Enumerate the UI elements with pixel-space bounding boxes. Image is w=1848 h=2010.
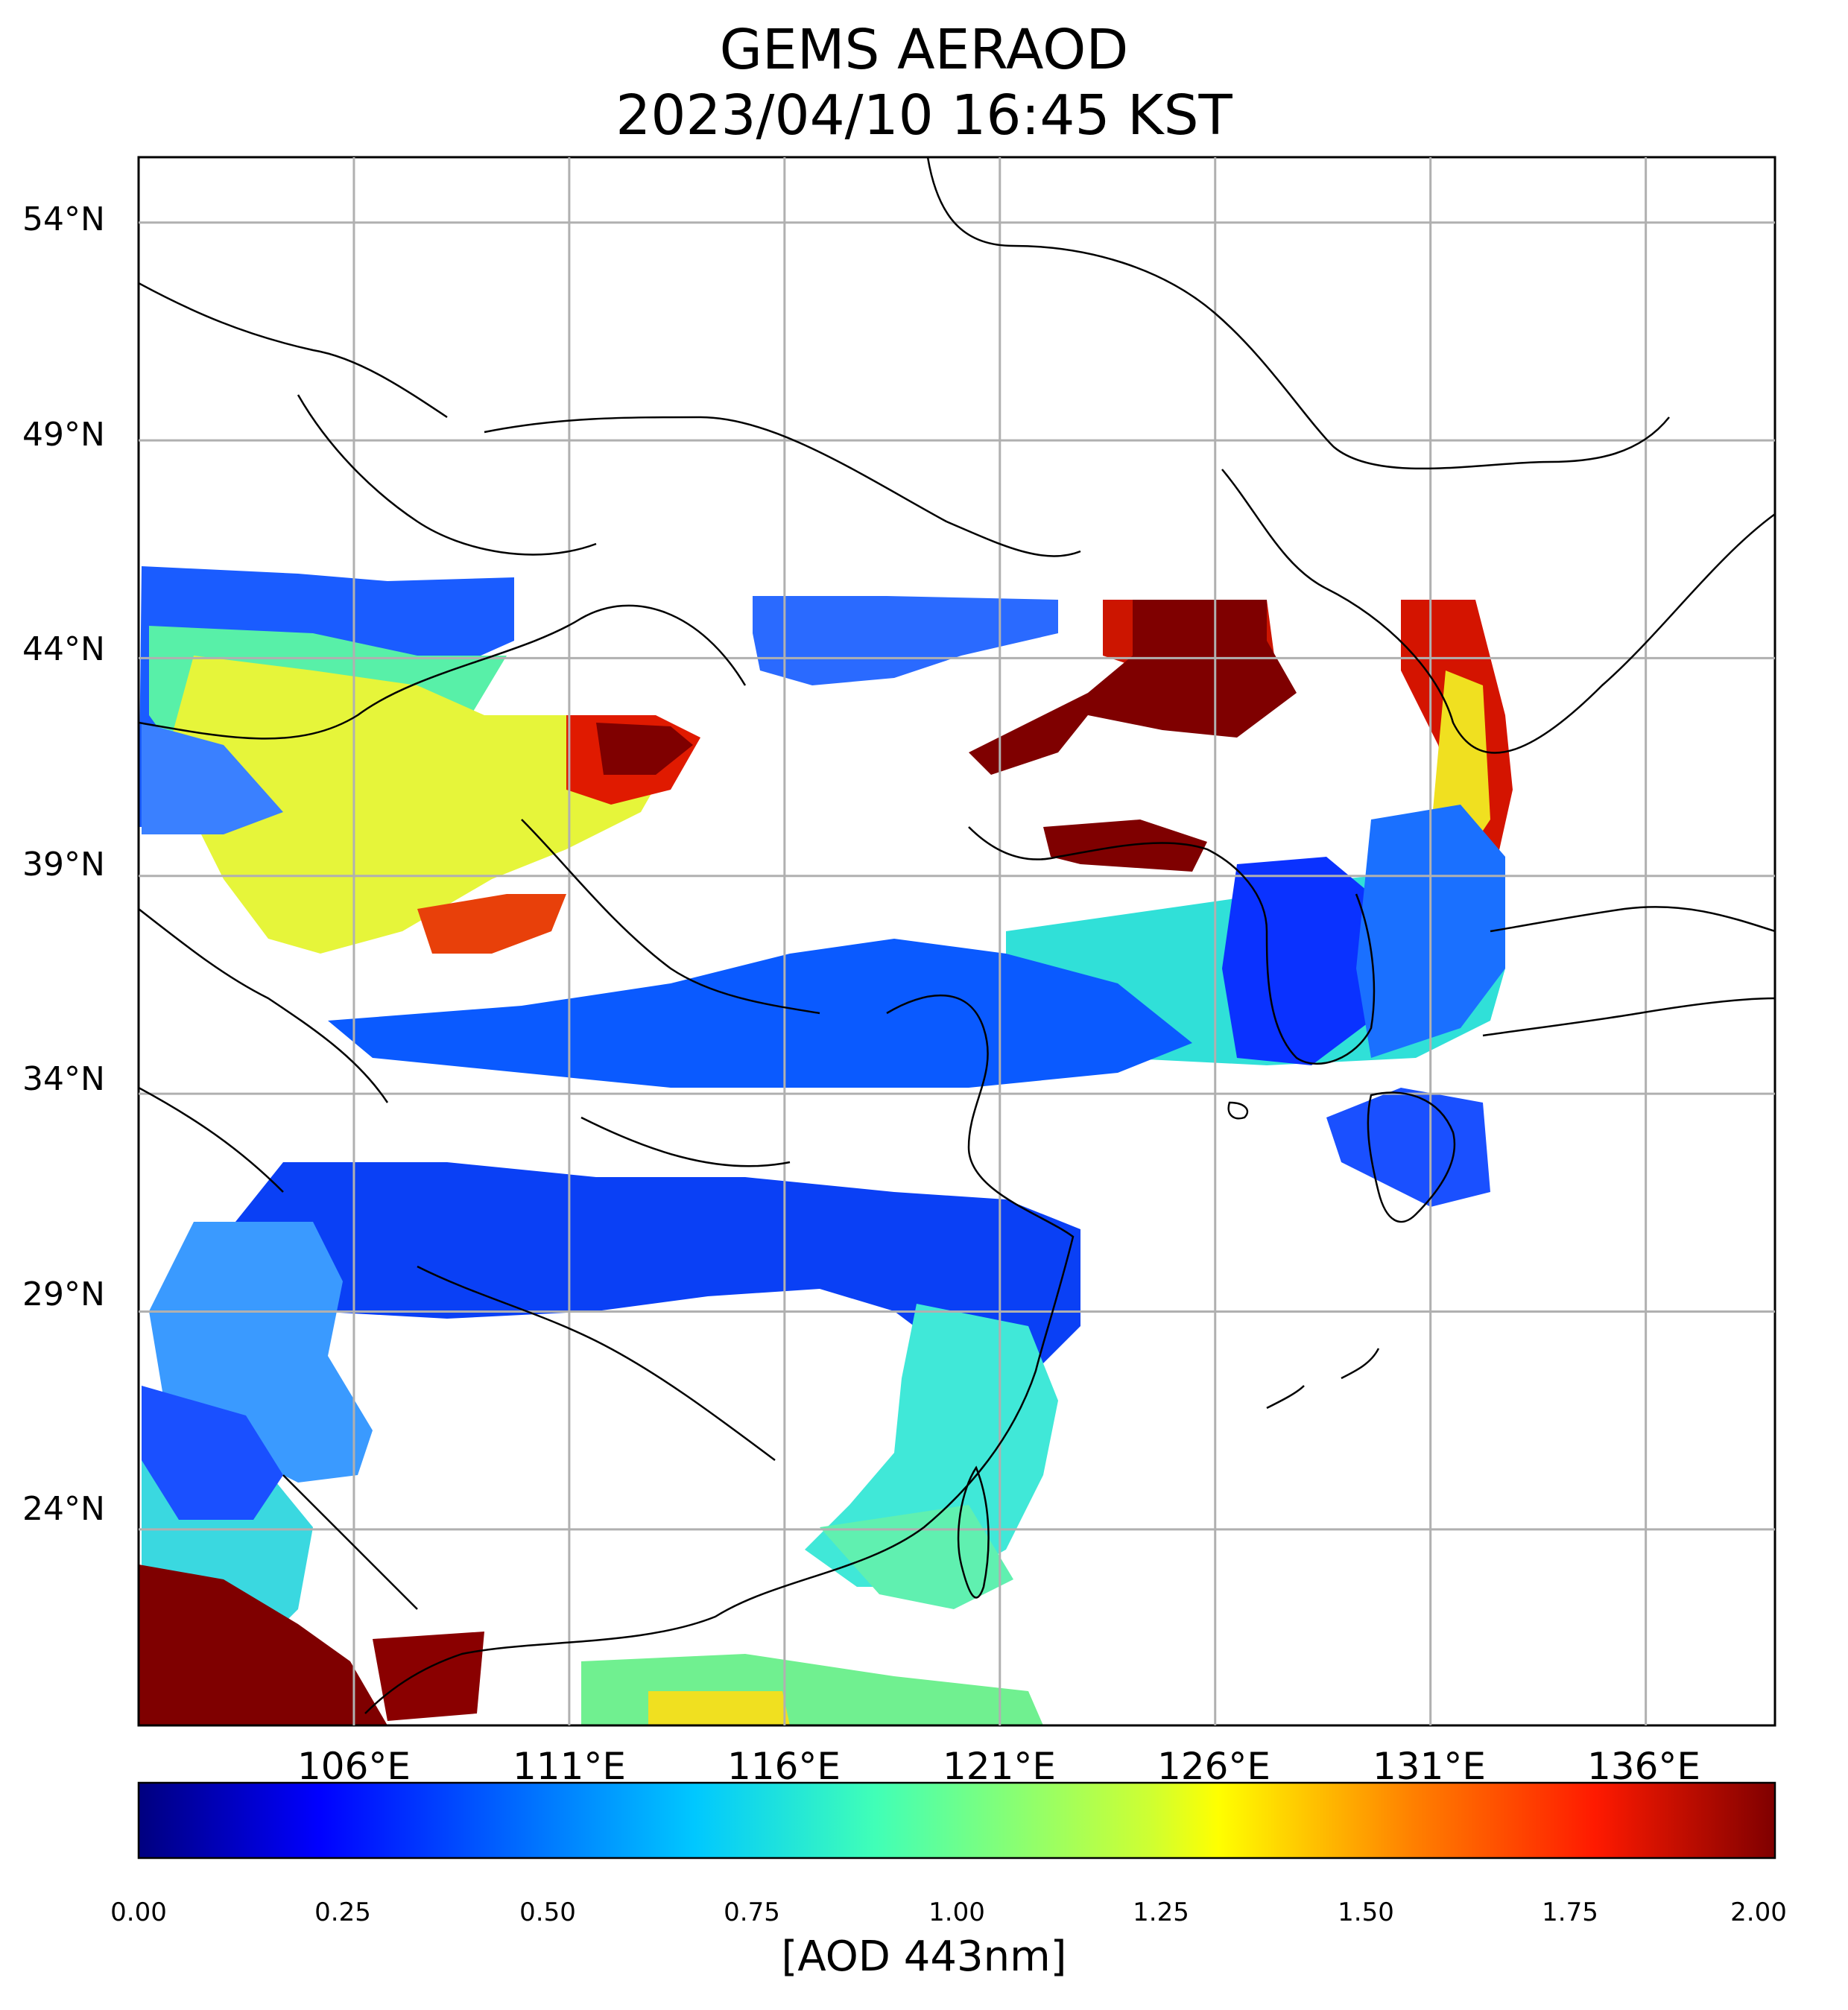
colorbar-tick-8: 2.00 — [1730, 1898, 1787, 1927]
colorbar-tick-3: 0.75 — [724, 1898, 780, 1927]
lat-label-29: 29°N — [22, 1275, 105, 1313]
title-datetime: 2023/04/10 16:45 KST — [616, 83, 1232, 148]
lon-label-106: 106°E — [297, 1745, 411, 1788]
aod-region-kyushu-blue — [1326, 1088, 1490, 1207]
lon-label-116: 116°E — [727, 1745, 841, 1788]
aod-region-yangtze-blue — [224, 1162, 1080, 1378]
aod-region-nw-yellow — [171, 656, 671, 954]
lat-label-44: 44°N — [22, 630, 105, 668]
aod-field — [139, 566, 1513, 1725]
aod-region-korea-blue — [1222, 857, 1371, 1065]
coastlines-borders — [139, 157, 1775, 1714]
aod-region-taiwanstrait-green — [820, 1505, 1013, 1609]
lat-label-54: 54°N — [22, 200, 105, 238]
colorbar-tick-0: 0.00 — [110, 1898, 167, 1927]
lat-label-49: 49°N — [22, 416, 105, 454]
lat-label-39: 39°N — [22, 846, 105, 884]
aod-region-inner-mongolia-blue — [753, 596, 1058, 685]
colorbar-tick-5: 1.25 — [1133, 1898, 1189, 1927]
lat-label-24: 24°N — [22, 1490, 105, 1528]
colorbar-tick-4: 1.00 — [928, 1898, 985, 1927]
aod-region-sw-darkred — [139, 1564, 387, 1725]
aod-region-sw-blue — [142, 1386, 283, 1520]
lon-label-126: 126°E — [1156, 1745, 1271, 1788]
aod-region-central-blue — [328, 939, 1192, 1088]
map-frame — [137, 156, 1776, 1727]
aod-region-south-yellow — [648, 1691, 790, 1725]
lon-label-131: 131°E — [1372, 1745, 1487, 1788]
aod-region-hainan-darkred — [373, 1632, 484, 1721]
title-product: GEMS AERAOD — [719, 18, 1129, 82]
graticule — [139, 157, 1775, 1725]
aod-region-nw-blue2 — [142, 723, 283, 834]
colorbar-tick-6: 1.50 — [1338, 1898, 1394, 1927]
colorbar-label: [AOD 443nm] — [781, 1933, 1067, 1981]
colorbar-tick-2: 0.50 — [519, 1898, 576, 1927]
lon-label-136: 136°E — [1586, 1745, 1701, 1788]
lat-label-34: 34°N — [22, 1060, 105, 1098]
lon-label-111: 111°E — [512, 1745, 627, 1788]
colorbar — [137, 1781, 1776, 1860]
aod-region-nw-darkred — [596, 723, 693, 775]
aod-region-fujian-cyan — [805, 1304, 1058, 1587]
aod-region-ordos-red — [417, 894, 566, 954]
colorbar-tick-7: 1.75 — [1542, 1898, 1598, 1927]
colorbar-tick-1: 0.25 — [314, 1898, 371, 1927]
lon-label-121: 121°E — [942, 1745, 1057, 1788]
